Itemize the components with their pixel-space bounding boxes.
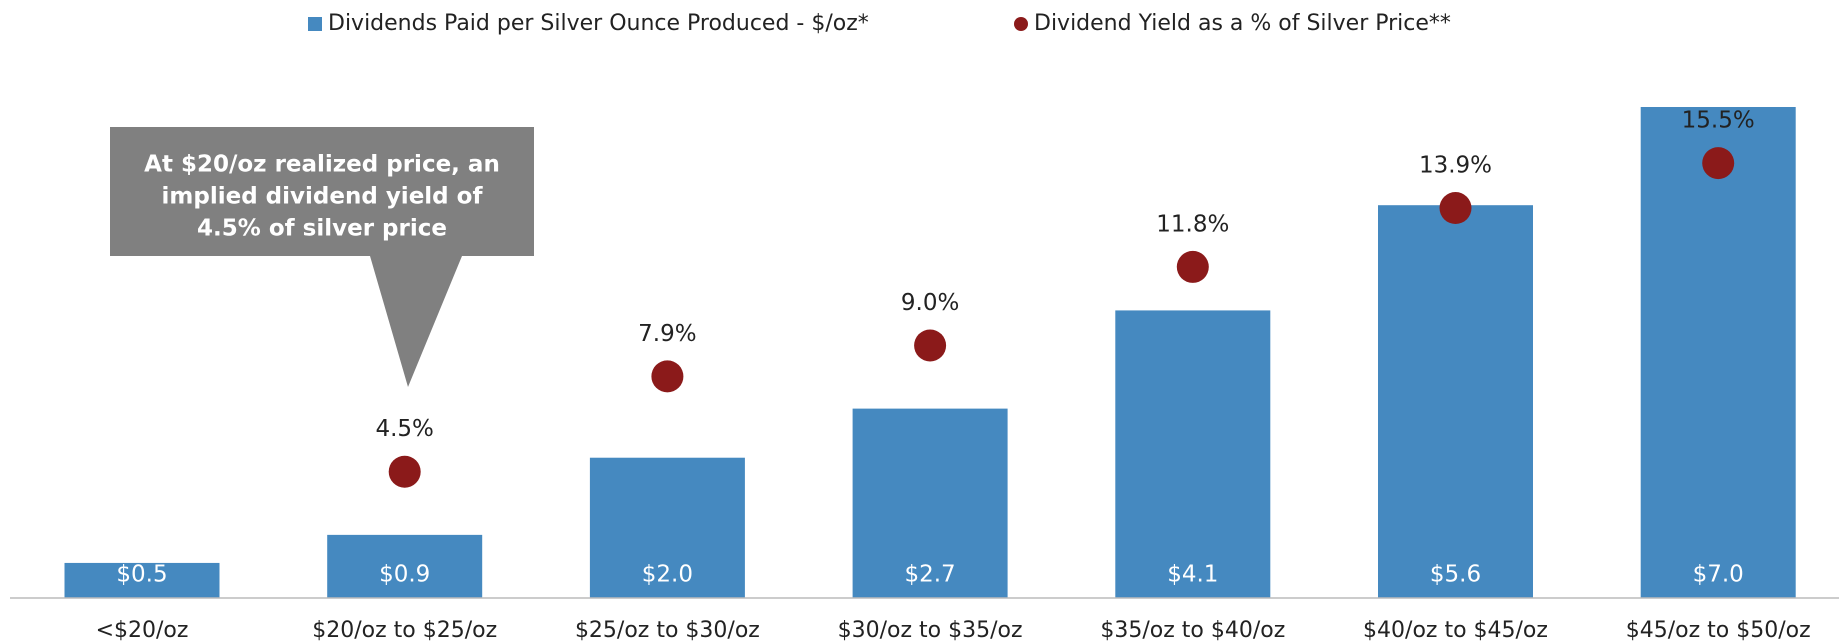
- dot-label: 15.5%: [1682, 108, 1755, 134]
- legend-label: Dividend Yield as a % of Silver Price**: [1034, 11, 1451, 36]
- x-tick-label: $30/oz to $35/oz: [838, 618, 1023, 643]
- bar: [64, 562, 220, 598]
- legend-label: Dividends Paid per Silver Ounce Produced…: [328, 11, 869, 36]
- dot-label: 11.8%: [1156, 211, 1229, 237]
- dot: [1702, 147, 1735, 180]
- x-tick-label: $45/oz to $50/oz: [1626, 618, 1811, 643]
- dot: [914, 329, 947, 362]
- x-tick-label: $40/oz to $45/oz: [1363, 618, 1548, 643]
- annotation: implied dividend yield of: [162, 184, 484, 210]
- callout: [110, 127, 534, 387]
- bar-label: $2.0: [642, 562, 693, 588]
- bar: [1378, 205, 1533, 598]
- bar-label: $0.5: [116, 562, 167, 588]
- x-tick-label: $25/oz to $30/oz: [575, 618, 760, 643]
- dot-label: 7.9%: [638, 321, 696, 347]
- bar-label: $4.1: [1167, 562, 1218, 588]
- annotation: At $20/oz realized price, an: [144, 152, 500, 178]
- dot-label: 4.5%: [375, 416, 433, 442]
- bar: [589, 457, 745, 598]
- x-tick-label: <$20/oz: [96, 618, 189, 643]
- bar: [1115, 310, 1271, 598]
- x-tick-label: $35/oz to $40/oz: [1100, 618, 1285, 643]
- bar-label: $5.6: [1430, 562, 1481, 588]
- dot: [388, 455, 421, 488]
- dot-label: 13.9%: [1419, 153, 1492, 179]
- legend-swatch: [1014, 17, 1028, 31]
- x-tick-label: $20/oz to $25/oz: [312, 618, 497, 643]
- bar-label: $7.0: [1693, 562, 1744, 588]
- dot-label: 9.0%: [901, 290, 959, 316]
- bar: [327, 534, 483, 598]
- legend-swatch: [308, 17, 322, 31]
- dot: [651, 360, 684, 393]
- dot: [1176, 250, 1209, 283]
- bar-label: $2.7: [904, 562, 955, 588]
- bar: [852, 408, 1008, 598]
- bar-label: $0.9: [379, 562, 430, 588]
- annotation: 4.5% of silver price: [197, 216, 447, 242]
- dot: [1439, 192, 1472, 225]
- bar: [1640, 107, 1796, 598]
